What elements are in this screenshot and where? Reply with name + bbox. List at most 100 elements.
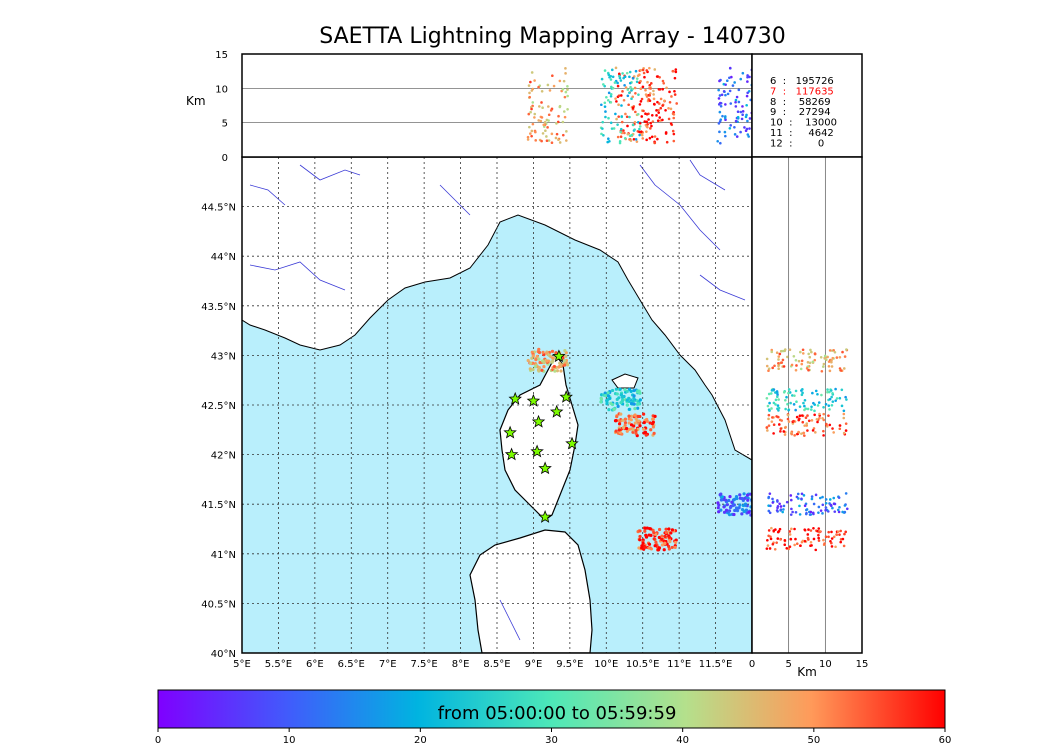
lightning-point-top [566, 94, 569, 98]
lightning-point [644, 433, 648, 437]
lightning-point [563, 358, 567, 363]
lightning-point-side [824, 506, 828, 509]
lightning-point-side [798, 504, 801, 508]
lightning-point [565, 363, 570, 367]
lightning-point-side [768, 401, 771, 405]
lightning-point-side [821, 495, 824, 499]
lightning-point-top [557, 138, 560, 142]
lightning-point-top [563, 115, 567, 119]
station-count-row: 12 : 0 [770, 138, 824, 149]
lightning-point-top [674, 70, 678, 74]
lightning-point-top [619, 127, 623, 131]
lightning-point-side [779, 430, 782, 433]
lightning-point-side [810, 419, 814, 422]
lightning-point-side [812, 537, 816, 541]
lightning-point [744, 508, 749, 512]
lightning-point-top [641, 68, 645, 72]
lightning-point-side [777, 355, 781, 358]
lightning-point-top [646, 122, 649, 126]
lightning-point [615, 392, 619, 396]
lightning-point-top [639, 79, 642, 83]
lightning-point-top [546, 126, 549, 129]
lightning-point-top [641, 85, 645, 89]
lightning-point-side [800, 497, 803, 501]
lightning-point-side [775, 541, 778, 544]
lightning-point-top [628, 115, 631, 119]
lightning-point [664, 530, 668, 535]
lightning-point-side [786, 417, 790, 421]
lightning-point-top [662, 81, 666, 85]
station-star [552, 349, 566, 363]
lightning-point [747, 510, 751, 514]
lightning-point [719, 492, 723, 496]
lightning-point-top [609, 85, 613, 89]
lightning-point-top [624, 86, 628, 89]
lightning-point-side [831, 392, 834, 395]
lightning-point [554, 351, 558, 355]
lightning-point-side [776, 393, 779, 397]
lightning-point [651, 417, 655, 421]
lightning-point [537, 350, 542, 355]
lightning-point-top [612, 127, 616, 130]
lightning-point-side [782, 390, 786, 394]
lightning-point-top [644, 93, 648, 96]
lightning-point [719, 498, 724, 502]
lightning-point-side [779, 505, 783, 508]
lightning-point-top [625, 115, 629, 119]
lightning-point [632, 388, 636, 393]
lightning-point-side [837, 510, 841, 514]
lightning-point-top [630, 133, 634, 137]
lightning-point-top [603, 101, 607, 105]
lightning-point-top [639, 68, 643, 72]
lightning-point-top [609, 94, 613, 98]
lightning-point-side [794, 389, 798, 393]
lightning-point-top [526, 138, 530, 141]
lightning-point-side [842, 367, 846, 370]
map-x-tick: 7.5°E [411, 659, 438, 670]
lightning-point-top [644, 88, 647, 92]
lightning-point-top [668, 90, 671, 94]
lightning-point-side [824, 402, 828, 406]
lightning-point-top [556, 120, 560, 124]
lightning-point-side [792, 419, 795, 423]
lightning-point [647, 533, 651, 537]
lightning-point-top [558, 104, 562, 108]
lightning-point [605, 402, 609, 406]
lightning-point-top [617, 115, 620, 118]
lightning-point-side [796, 492, 800, 496]
lightning-point-side [779, 538, 782, 541]
lightning-point [656, 548, 660, 552]
lightning-point [746, 498, 750, 502]
lightning-point-top [621, 72, 624, 75]
lightning-point-side [811, 511, 815, 515]
lightning-point-side [814, 548, 818, 552]
lightning-point-top [636, 112, 640, 116]
lightning-point-side [776, 499, 779, 502]
lightning-point [552, 364, 556, 369]
lightning-point [673, 545, 677, 549]
lightning-point-side [830, 537, 834, 540]
lightning-point-top [673, 93, 677, 96]
lightning-point [642, 427, 646, 431]
lightning-point-side [813, 409, 816, 413]
lightning-point-top [672, 139, 676, 143]
lightning-point [563, 348, 567, 353]
lightning-point-side [817, 401, 821, 404]
lightning-point-top [626, 94, 630, 98]
chart-title: SAETTA Lightning Mapping Array - 140730 [319, 24, 786, 49]
lightning-point-top [648, 94, 651, 97]
lightning-point-side [809, 510, 813, 514]
lightning-point-top [720, 93, 724, 97]
lightning-point-top [555, 132, 559, 136]
lightning-point-top [528, 91, 531, 95]
lightning-point [612, 407, 616, 412]
lightning-point [722, 510, 727, 514]
lightning-point-top [640, 130, 643, 133]
lightning-point [667, 535, 672, 539]
lightning-point-top [607, 73, 611, 77]
lightning-point-top [619, 130, 623, 134]
lightning-point-top [639, 87, 643, 90]
lightning-point [553, 369, 557, 373]
lightning-point-top [528, 95, 532, 99]
lightning-point-top [527, 112, 531, 116]
